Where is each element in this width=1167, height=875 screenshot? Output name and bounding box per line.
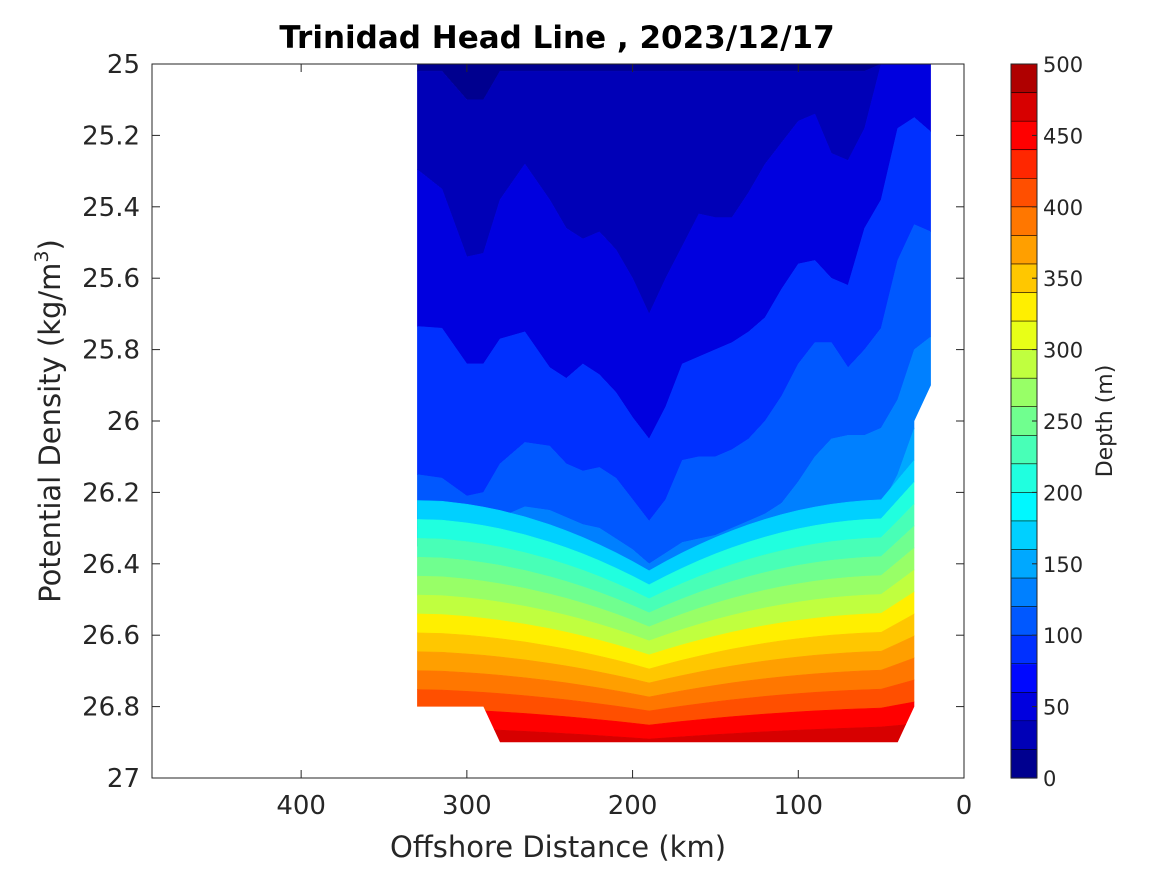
colorbar-swatch [1011, 64, 1037, 94]
colorbar-swatch [1011, 463, 1037, 493]
colorbar-tick-label: 50 [1043, 696, 1070, 720]
y-tick-label: 25.4 [82, 193, 140, 223]
colorbar-swatch [1011, 292, 1037, 322]
y-tick-label: 26.8 [82, 693, 140, 723]
colorbar-swatch [1011, 520, 1037, 551]
colorbar-tick-label: 400 [1043, 196, 1083, 220]
x-tick-label: 100 [773, 791, 823, 821]
y-axis-label-close: ) [33, 239, 67, 250]
colorbar-tick-label: 100 [1043, 624, 1083, 648]
colorbar-swatch [1011, 178, 1037, 208]
y-axis: 25 25.2 25.4 25.6 25.8 26 26.2 26.4 26.6 26.8 27 [82, 50, 964, 794]
depth-band-475 [417, 722, 931, 743]
colorbar-swatch [1011, 321, 1037, 351]
colorbar-tick-label: 350 [1043, 267, 1083, 291]
y-tick-label: 26 [107, 407, 140, 437]
y-tick-label: 26.4 [82, 550, 140, 580]
colorbar-tick-label: 250 [1043, 410, 1083, 434]
colorbar-swatch [1011, 606, 1037, 636]
x-tick-label: 400 [276, 791, 326, 821]
colorbar-tick-label: 150 [1043, 553, 1083, 577]
colorbar-tick-label: 500 [1043, 53, 1083, 77]
x-tick-label: 0 [956, 791, 973, 821]
colorbar-tick-label: 450 [1043, 124, 1083, 148]
y-tick-label: 27 [107, 764, 140, 794]
x-tick-label: 200 [608, 791, 658, 821]
colorbar-swatch [1011, 435, 1037, 465]
y-axis-label: Potential Density (kg/m3) [31, 239, 67, 603]
y-tick-label: 25 [107, 50, 140, 80]
colorbar-swatch [1011, 492, 1037, 522]
depth-bands [417, 64, 931, 743]
colorbar-label: Depth (m) [1093, 365, 1118, 478]
colorbar-swatch [1011, 149, 1037, 179]
colorbar-swatch [1011, 720, 1037, 751]
x-axis-label: Offshore Distance (km) [390, 830, 726, 864]
colorbar-swatch [1011, 578, 1037, 608]
y-axis-label-superscript: 3 [31, 250, 53, 262]
x-axis: 400 300 200 100 0 [276, 64, 972, 821]
x-tick-label: 300 [442, 791, 492, 821]
y-axis-label-main: Potential Density (kg/m [33, 263, 67, 603]
y-tick-label: 25.2 [82, 121, 140, 151]
colorbar-swatch [1011, 749, 1037, 779]
colorbar-swatch [1011, 206, 1037, 236]
colorbar-tick-label: 200 [1043, 481, 1083, 505]
colorbar-swatch [1011, 349, 1037, 379]
colorbar-tick-label: 0 [1043, 767, 1056, 791]
y-tick-label: 26.2 [82, 478, 140, 508]
colorbar-swatch [1011, 235, 1037, 265]
y-tick-label: 25.8 [82, 336, 140, 366]
colorbar-ticks: 0 50 100 150 200 250 300 350 400 450 500 [1032, 53, 1083, 791]
colorbar-swatch [1011, 378, 1037, 408]
y-tick-label: 26.6 [82, 621, 140, 651]
colorbar-tick-label: 300 [1043, 339, 1083, 363]
colorbar-swatch [1011, 663, 1037, 693]
y-tick-label: 25.6 [82, 264, 140, 294]
colorbar-swatch [1011, 635, 1037, 665]
chart-title: Trinidad Head Line , 2023/12/17 [279, 20, 834, 56]
colorbar-swatch [1011, 92, 1037, 122]
